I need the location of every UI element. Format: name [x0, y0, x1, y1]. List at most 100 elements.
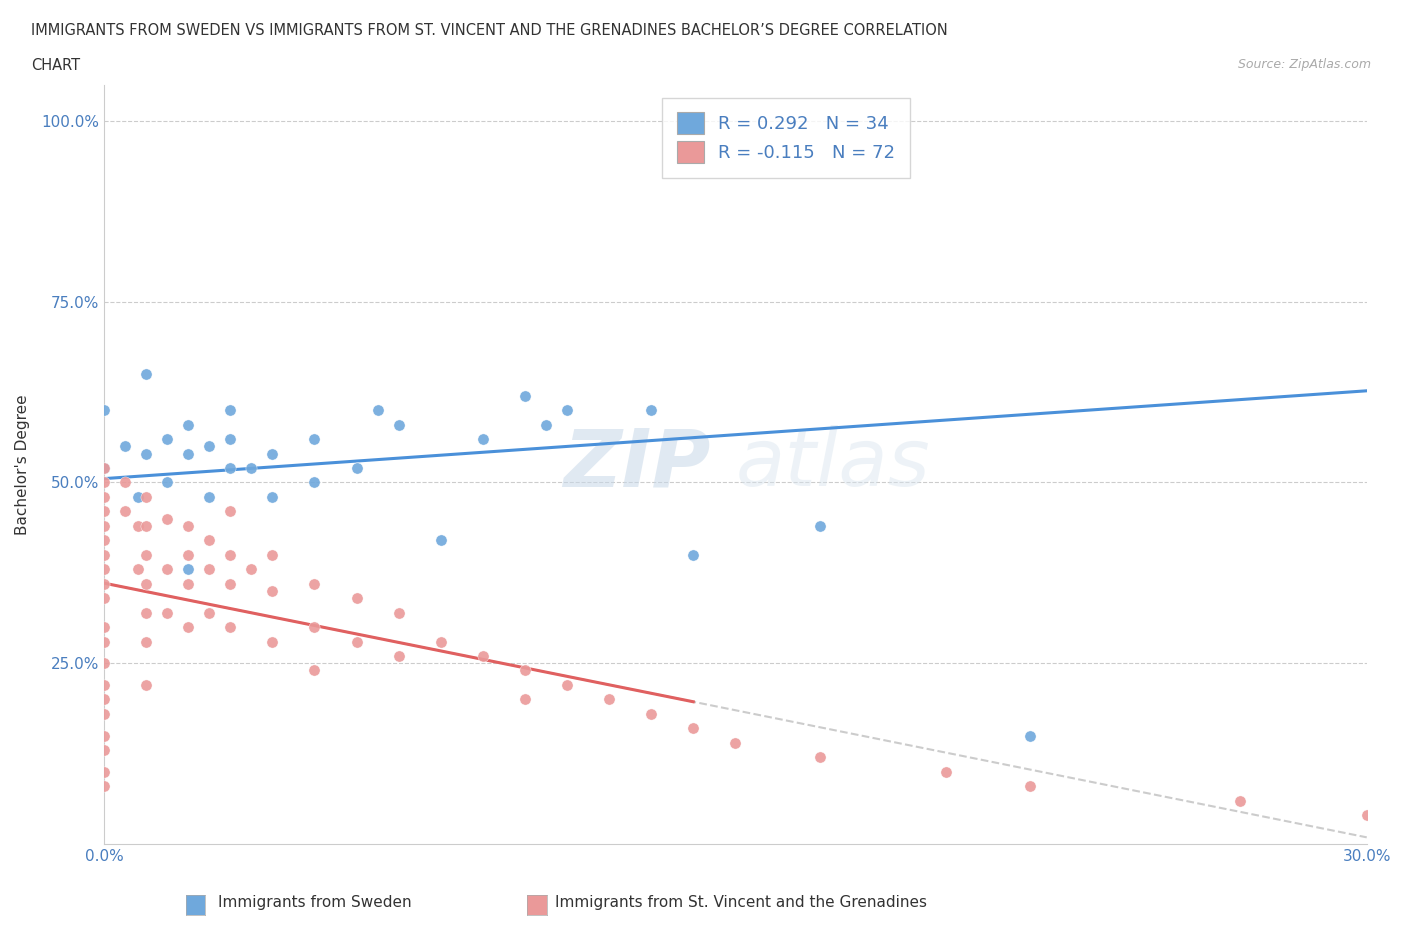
- Point: [177, 518, 200, 533]
- Point: [262, 634, 284, 649]
- Text: CHART: CHART: [31, 58, 80, 73]
- Point: [177, 619, 200, 634]
- Point: [808, 518, 831, 533]
- Point: [219, 504, 242, 519]
- Point: [304, 475, 326, 490]
- Point: [93, 591, 115, 605]
- Point: [198, 562, 221, 577]
- Point: [135, 518, 157, 533]
- Point: [219, 619, 242, 634]
- Point: [1229, 793, 1251, 808]
- Point: [640, 707, 662, 722]
- Point: [219, 460, 242, 475]
- Point: [93, 577, 115, 591]
- Point: [262, 489, 284, 504]
- Point: [682, 548, 704, 563]
- Point: [555, 403, 578, 418]
- Point: [127, 518, 149, 533]
- Point: [135, 489, 157, 504]
- Point: [219, 403, 242, 418]
- Point: [93, 634, 115, 649]
- Point: [808, 750, 831, 764]
- Point: [346, 460, 368, 475]
- Point: [93, 533, 115, 548]
- Point: [177, 577, 200, 591]
- Point: [198, 489, 221, 504]
- Point: [304, 663, 326, 678]
- Text: atlas: atlas: [735, 425, 931, 503]
- Point: [935, 764, 957, 779]
- Point: [534, 418, 557, 432]
- Point: [93, 475, 115, 490]
- Point: [156, 475, 179, 490]
- Point: [93, 504, 115, 519]
- Point: [156, 512, 179, 526]
- Point: [262, 548, 284, 563]
- Point: [240, 460, 263, 475]
- Point: [640, 403, 662, 418]
- Point: [262, 446, 284, 461]
- Point: [93, 728, 115, 743]
- Point: [135, 548, 157, 563]
- Point: [598, 692, 620, 707]
- Point: [114, 439, 136, 454]
- Text: Immigrants from Sweden: Immigrants from Sweden: [218, 895, 412, 910]
- Point: [388, 605, 411, 620]
- Point: [135, 677, 157, 692]
- Text: IMMIGRANTS FROM SWEDEN VS IMMIGRANTS FROM ST. VINCENT AND THE GRENADINES BACHELO: IMMIGRANTS FROM SWEDEN VS IMMIGRANTS FRO…: [31, 23, 948, 38]
- Point: [219, 577, 242, 591]
- Point: [240, 562, 263, 577]
- Point: [724, 736, 747, 751]
- Point: [93, 742, 115, 757]
- Point: [114, 504, 136, 519]
- Point: [93, 707, 115, 722]
- Point: [177, 548, 200, 563]
- Point: [471, 432, 494, 446]
- Point: [1019, 728, 1042, 743]
- Text: ZIP: ZIP: [562, 425, 710, 503]
- Point: [135, 634, 157, 649]
- Point: [93, 548, 115, 563]
- Point: [93, 562, 115, 577]
- Point: [93, 656, 115, 671]
- Point: [682, 721, 704, 736]
- Point: [262, 583, 284, 598]
- Point: [127, 489, 149, 504]
- Point: [471, 648, 494, 663]
- Point: [513, 692, 536, 707]
- Point: [135, 605, 157, 620]
- Point: [135, 366, 157, 381]
- Point: [156, 605, 179, 620]
- Text: Source: ZipAtlas.com: Source: ZipAtlas.com: [1237, 58, 1371, 71]
- Point: [388, 648, 411, 663]
- Point: [177, 446, 200, 461]
- Point: [346, 591, 368, 605]
- Text: Immigrants from St. Vincent and the Grenadines: Immigrants from St. Vincent and the Gren…: [555, 895, 928, 910]
- Point: [304, 577, 326, 591]
- Point: [93, 518, 115, 533]
- Point: [304, 619, 326, 634]
- Point: [177, 418, 200, 432]
- Point: [429, 634, 451, 649]
- Point: [219, 548, 242, 563]
- Point: [156, 562, 179, 577]
- Point: [513, 388, 536, 403]
- Point: [93, 460, 115, 475]
- Point: [135, 577, 157, 591]
- Point: [93, 460, 115, 475]
- Point: [198, 605, 221, 620]
- Point: [93, 677, 115, 692]
- Point: [219, 432, 242, 446]
- Point: [93, 692, 115, 707]
- Point: [555, 677, 578, 692]
- Point: [1019, 778, 1042, 793]
- Point: [93, 489, 115, 504]
- Point: [93, 764, 115, 779]
- Point: [346, 634, 368, 649]
- Point: [93, 619, 115, 634]
- Point: [93, 403, 115, 418]
- Point: [513, 663, 536, 678]
- Point: [429, 533, 451, 548]
- Legend: R = 0.292   N = 34, R = -0.115   N = 72: R = 0.292 N = 34, R = -0.115 N = 72: [662, 98, 910, 178]
- Point: [156, 432, 179, 446]
